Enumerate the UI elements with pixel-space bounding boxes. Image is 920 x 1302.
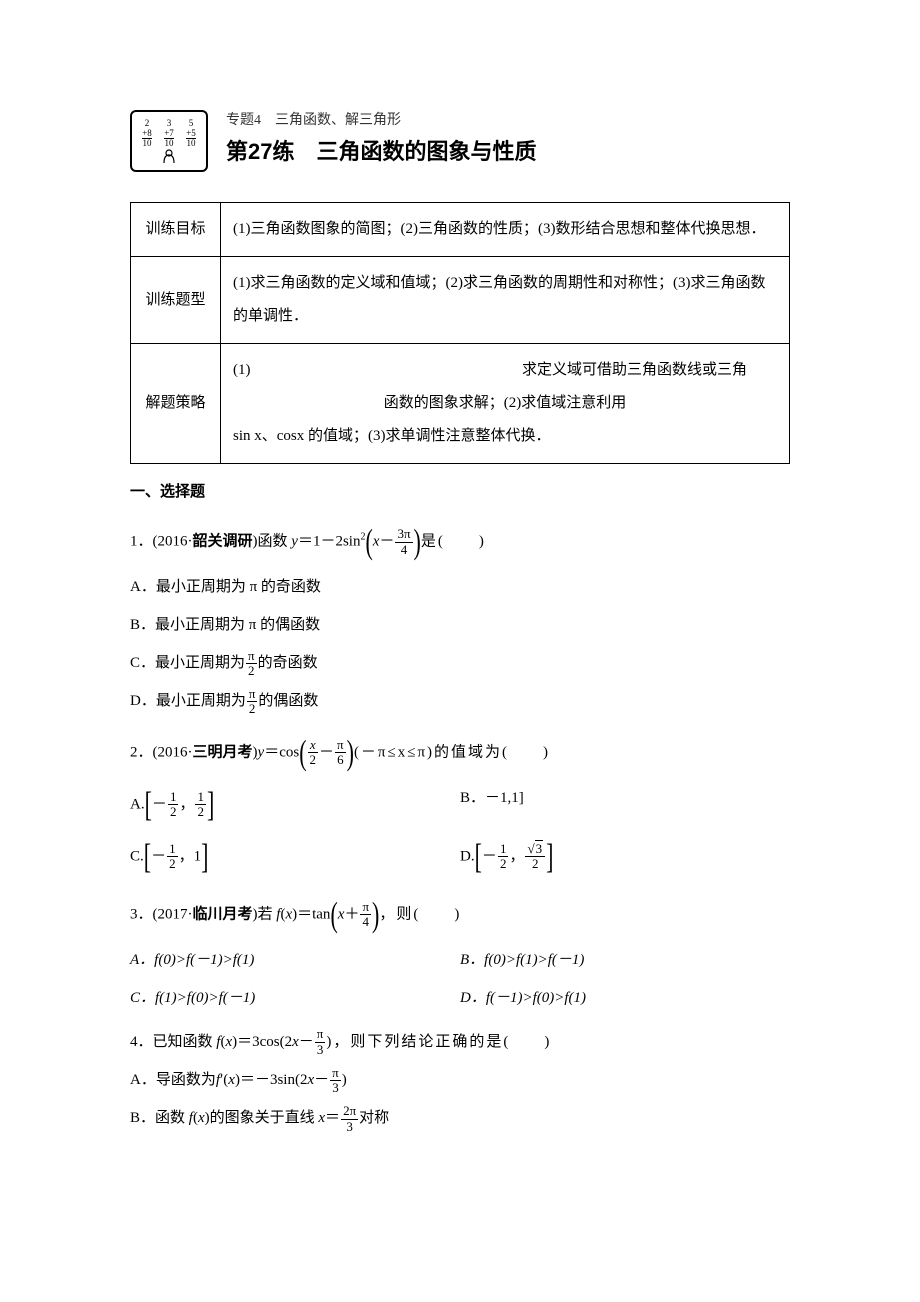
goals-row-label: 训练题型 <box>131 257 221 344</box>
table-row: 训练目标 (1)三角函数图象的简图；(2)三角函数的性质；(3)数形结合思想和整… <box>131 203 790 257</box>
document-header: 2+810 3+710 5+510 专题4 三角函数、解三角形 第27练 三角函… <box>130 110 790 172</box>
question-2: 2．(2016·三明月考)y＝cos(x2－π6)(－π≤x≤π)的值域为( )… <box>130 731 790 879</box>
options-row: C.[－12，1] D.[－12，32] <box>130 835 790 879</box>
options-row: A．f(0)>f(－1)>f(1) B．f(0)>f(1)>f(－1) <box>130 945 790 975</box>
option-d: D．最小正周期为π2的偶函数 <box>130 686 790 716</box>
option-c: C.[－12，1] <box>130 835 460 879</box>
option-c: C．f(1)>f(0)>f(－1) <box>130 983 460 1013</box>
header-icon-fracs: 2+810 3+710 5+510 <box>136 119 202 150</box>
option-c: C．最小正周期为π2的奇函数 <box>130 648 790 678</box>
question-4: 4．已知函数 f(x)＝3cos(2x－π3)，则下列结论正确的是( ) A．导… <box>130 1027 790 1134</box>
option-a: A．导函数为f′(x)＝－3sin(2x－π3) <box>130 1065 790 1095</box>
page-title: 第27练 三角函数的图象与性质 <box>226 134 790 169</box>
option-b: B．函数 f(x)的图象关于直线 x＝2π3对称 <box>130 1103 790 1133</box>
header-figure-icon <box>159 149 179 163</box>
question-1: 1．(2016·韶关调研)函数 y＝1－2sin2(x－3π4)是( ) A．最… <box>130 520 790 717</box>
header-text: 专题4 三角函数、解三角形 第27练 三角函数的图象与性质 <box>226 110 790 170</box>
question-stem: 1．(2016·韶关调研)函数 y＝1－2sin2(x－3π4)是( ) <box>130 520 790 564</box>
option-d: D.[－12，32] <box>460 835 790 879</box>
goals-table: 训练目标 (1)三角函数图象的简图；(2)三角函数的性质；(3)数形结合思想和整… <box>130 202 790 464</box>
goals-row-text: (1)求定义域可借助三角函数线或三角 函数的图象求解；(2)求值域注意利用 si… <box>221 344 790 464</box>
options-row: C．f(1)>f(0)>f(－1) D．f(－1)>f(0)>f(1) <box>130 983 790 1013</box>
option-d: D．f(－1)>f(0)>f(1) <box>460 983 790 1013</box>
table-row: 训练题型 (1)求三角函数的定义域和值域；(2)求三角函数的周期性和对称性；(3… <box>131 257 790 344</box>
goals-row-label: 解题策略 <box>131 344 221 464</box>
goals-row-label: 训练目标 <box>131 203 221 257</box>
option-b: B．f(0)>f(1)>f(－1) <box>460 945 790 975</box>
chapter-label: 专题4 三角函数、解三角形 <box>226 110 790 132</box>
options-row: A.[－12，12] B．－1,1] <box>130 783 790 827</box>
table-row: 解题策略 (1)求定义域可借助三角函数线或三角 函数的图象求解；(2)求值域注意… <box>131 344 790 464</box>
question-stem: 3．(2017·临川月考)若 f(x)＝tan(x＋π4)，则( ) <box>130 893 790 937</box>
header-icon: 2+810 3+710 5+510 <box>130 110 208 172</box>
goals-row-text: (1)三角函数图象的简图；(2)三角函数的性质；(3)数形结合思想和整体代换思想… <box>221 203 790 257</box>
option-b: B．－1,1] <box>460 783 790 827</box>
question-stem: 4．已知函数 f(x)＝3cos(2x－π3)，则下列结论正确的是( ) <box>130 1027 790 1057</box>
option-b: B．最小正周期为 π 的偶函数 <box>130 610 790 640</box>
question-stem: 2．(2016·三明月考)y＝cos(x2－π6)(－π≤x≤π)的值域为( ) <box>130 731 790 775</box>
option-a: A.[－12，12] <box>130 783 460 827</box>
section-heading: 一、选择题 <box>130 480 790 504</box>
option-a: A．最小正周期为 π 的奇函数 <box>130 572 790 602</box>
question-3: 3．(2017·临川月考)若 f(x)＝tan(x＋π4)，则( ) A．f(0… <box>130 893 790 1013</box>
goals-row-text: (1)求三角函数的定义域和值域；(2)求三角函数的周期性和对称性；(3)求三角函… <box>221 257 790 344</box>
option-a: A．f(0)>f(－1)>f(1) <box>130 945 460 975</box>
